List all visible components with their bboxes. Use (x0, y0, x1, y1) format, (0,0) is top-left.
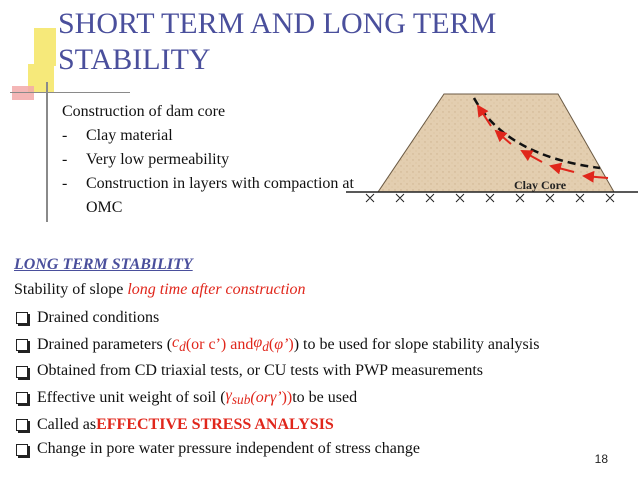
intro-item: - Construction in layers with compaction … (62, 175, 354, 216)
list-item: Drained parameters ( cd (or c’) and φd (… (14, 331, 634, 360)
intro-item: - Clay material (62, 127, 173, 144)
list-item: Called as EFFECTIVE STRESS ANALYSIS (14, 413, 634, 438)
checkbox-bullet-icon (16, 392, 28, 405)
checkbox-bullet-icon (16, 312, 28, 325)
intro-heading: Construction of dam core (62, 103, 226, 120)
checkbox-bullet-icon (16, 365, 28, 378)
intro-block: Construction of dam core - Clay material … (62, 100, 382, 220)
ground-hatching (365, 193, 615, 203)
clay-core-label: Clay Core (514, 178, 567, 192)
intro-item: - Very low permeability (62, 151, 230, 168)
list-item: Change in pore water pressure independen… (14, 437, 634, 462)
long-term-list: Drained conditions Drained parameters ( … (14, 306, 634, 462)
page-number: 18 (594, 452, 608, 466)
list-item: Obtained from CD triaxial tests, or CU t… (14, 359, 634, 384)
clay-core-body (377, 93, 615, 193)
list-item: Effective unit weight of soil ( γsub (or… (14, 384, 634, 413)
checkbox-bullet-icon (16, 443, 28, 456)
decor-yellow-square-top (34, 28, 56, 66)
checkbox-bullet-icon (16, 419, 28, 432)
dam-core-diagram: Clay Core (346, 93, 638, 203)
long-term-heading: LONG TERM STABILITY (14, 256, 193, 273)
decor-pink-square (12, 86, 34, 100)
slide-title: SHORT TERM AND LONG TERM STABILITY (58, 7, 497, 76)
checkbox-bullet-icon (16, 338, 28, 351)
decor-vertical-line (46, 82, 48, 222)
movement-arrows (476, 104, 609, 183)
decor-horizontal-line (10, 92, 130, 93)
long-term-subtitle: Stability of slope long time after const… (14, 281, 306, 298)
list-item: Drained conditions (14, 306, 634, 331)
